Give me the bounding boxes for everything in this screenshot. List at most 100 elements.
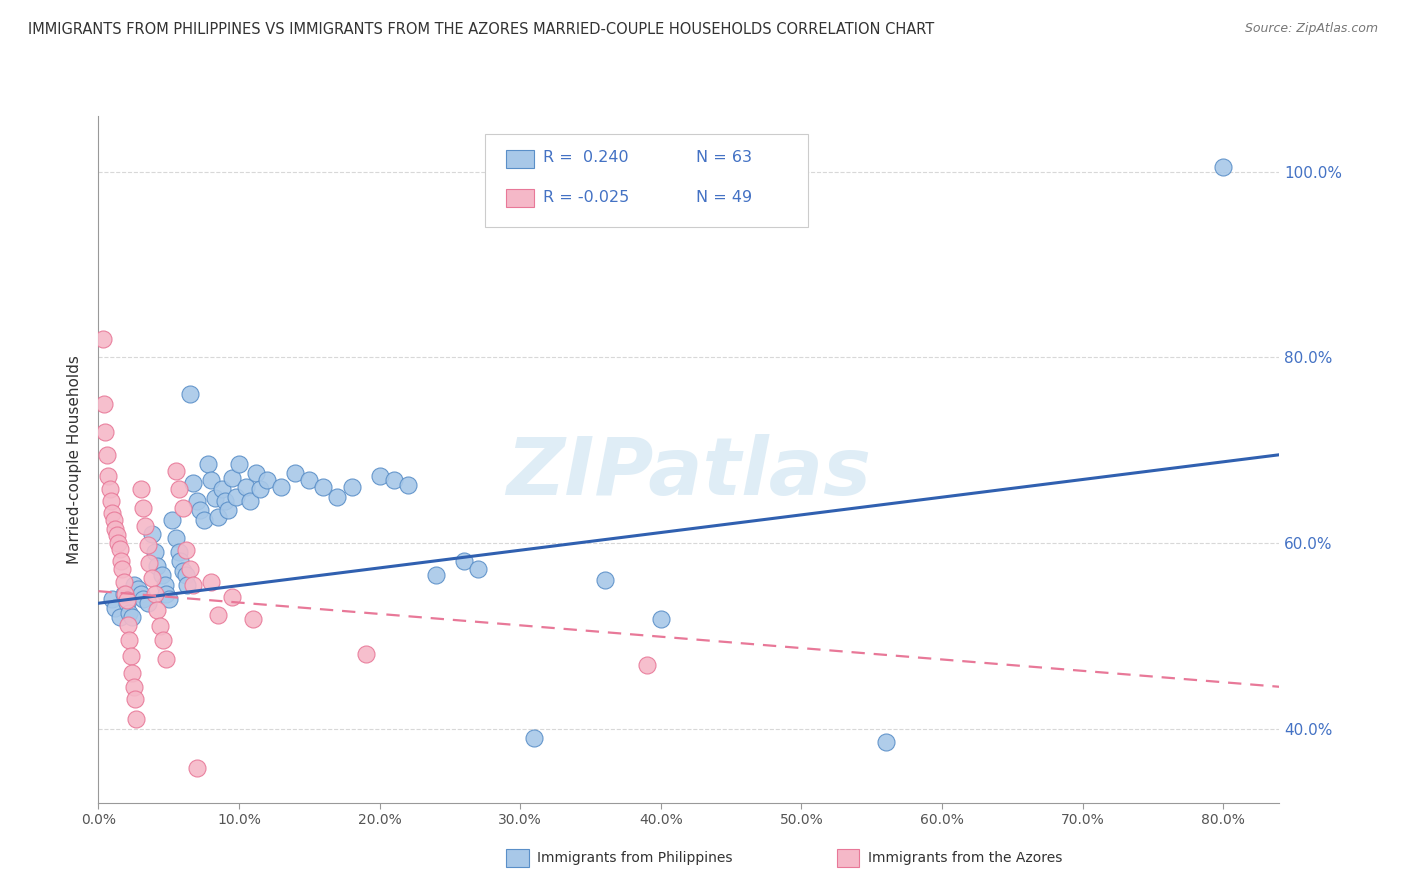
Text: Source: ZipAtlas.com: Source: ZipAtlas.com bbox=[1244, 22, 1378, 36]
Point bbox=[104, 522, 127, 536]
Point bbox=[249, 482, 271, 496]
Text: IMMIGRANTS FROM PHILIPPINES VS IMMIGRANTS FROM THE AZORES MARRIED-COUPLE HOUSEHO: IMMIGRANTS FROM PHILIPPINES VS IMMIGRANT… bbox=[28, 22, 935, 37]
Point bbox=[207, 510, 229, 524]
Point bbox=[155, 587, 177, 601]
Point bbox=[340, 480, 363, 494]
Point bbox=[214, 494, 236, 508]
Point bbox=[110, 554, 132, 568]
Point bbox=[1212, 160, 1234, 174]
Point bbox=[134, 519, 156, 533]
Point bbox=[176, 577, 198, 591]
Point bbox=[228, 457, 250, 471]
Point bbox=[118, 633, 141, 648]
Point bbox=[157, 591, 180, 606]
Text: N = 49: N = 49 bbox=[696, 190, 752, 204]
Point bbox=[122, 577, 145, 591]
Point bbox=[396, 478, 419, 492]
Point bbox=[221, 590, 243, 604]
Point bbox=[523, 731, 546, 745]
Point bbox=[132, 591, 155, 606]
Point bbox=[101, 591, 124, 606]
Point bbox=[98, 482, 121, 496]
Point bbox=[270, 480, 292, 494]
Point bbox=[453, 554, 475, 568]
Point bbox=[129, 482, 152, 496]
Point bbox=[181, 475, 204, 490]
Point bbox=[94, 425, 117, 439]
Point bbox=[284, 467, 307, 481]
Point bbox=[225, 490, 247, 504]
Point bbox=[245, 467, 267, 481]
Point bbox=[200, 473, 222, 487]
Point bbox=[120, 649, 142, 664]
Point bbox=[93, 397, 115, 411]
Point bbox=[146, 603, 169, 617]
Point bbox=[115, 593, 138, 607]
Y-axis label: Married-couple Households: Married-couple Households bbox=[67, 355, 83, 564]
Point bbox=[593, 573, 616, 587]
Point bbox=[242, 612, 264, 626]
Point bbox=[235, 480, 257, 494]
Point bbox=[100, 494, 122, 508]
Point bbox=[181, 577, 204, 591]
Point bbox=[149, 619, 172, 633]
Point bbox=[146, 559, 169, 574]
Point bbox=[211, 482, 233, 496]
Point bbox=[354, 648, 377, 662]
Point bbox=[256, 473, 278, 487]
Point bbox=[165, 463, 187, 477]
Point bbox=[167, 545, 190, 559]
Point bbox=[217, 503, 239, 517]
Point bbox=[150, 568, 173, 582]
Point bbox=[143, 545, 166, 559]
Point bbox=[207, 608, 229, 623]
Point bbox=[875, 735, 897, 749]
Point bbox=[108, 610, 131, 624]
Point bbox=[115, 596, 138, 610]
Point bbox=[650, 612, 672, 626]
Text: Immigrants from Philippines: Immigrants from Philippines bbox=[537, 851, 733, 865]
Point bbox=[179, 562, 201, 576]
Text: R =  0.240: R = 0.240 bbox=[543, 151, 628, 165]
Text: R = -0.025: R = -0.025 bbox=[543, 190, 628, 204]
Point bbox=[91, 332, 114, 346]
Point bbox=[382, 473, 405, 487]
Point bbox=[326, 490, 349, 504]
Point bbox=[129, 587, 152, 601]
Point bbox=[174, 568, 197, 582]
Point bbox=[107, 536, 129, 550]
Point bbox=[169, 554, 191, 568]
Point bbox=[239, 494, 262, 508]
Point bbox=[122, 680, 145, 694]
Point bbox=[174, 543, 197, 558]
Point bbox=[186, 760, 208, 774]
Point bbox=[112, 574, 135, 589]
Point bbox=[312, 480, 335, 494]
Point bbox=[96, 448, 118, 462]
Point bbox=[172, 500, 194, 515]
Point bbox=[136, 596, 159, 610]
Point bbox=[117, 617, 139, 632]
Point bbox=[104, 600, 127, 615]
Point bbox=[165, 531, 187, 545]
Point bbox=[118, 606, 141, 620]
Point bbox=[204, 491, 226, 506]
Point bbox=[143, 587, 166, 601]
Point bbox=[200, 574, 222, 589]
Point bbox=[111, 562, 134, 576]
Point bbox=[127, 582, 149, 597]
Point bbox=[636, 658, 658, 673]
Point bbox=[124, 691, 146, 706]
Point bbox=[153, 577, 176, 591]
Text: Immigrants from the Azores: Immigrants from the Azores bbox=[868, 851, 1062, 865]
Point bbox=[103, 513, 125, 527]
Point bbox=[179, 387, 201, 401]
Point bbox=[167, 482, 190, 496]
Point bbox=[221, 471, 243, 485]
Point bbox=[136, 538, 159, 552]
Point bbox=[141, 571, 163, 585]
Point bbox=[121, 665, 143, 680]
Point bbox=[152, 633, 174, 648]
Point bbox=[114, 587, 136, 601]
Point bbox=[155, 652, 177, 666]
